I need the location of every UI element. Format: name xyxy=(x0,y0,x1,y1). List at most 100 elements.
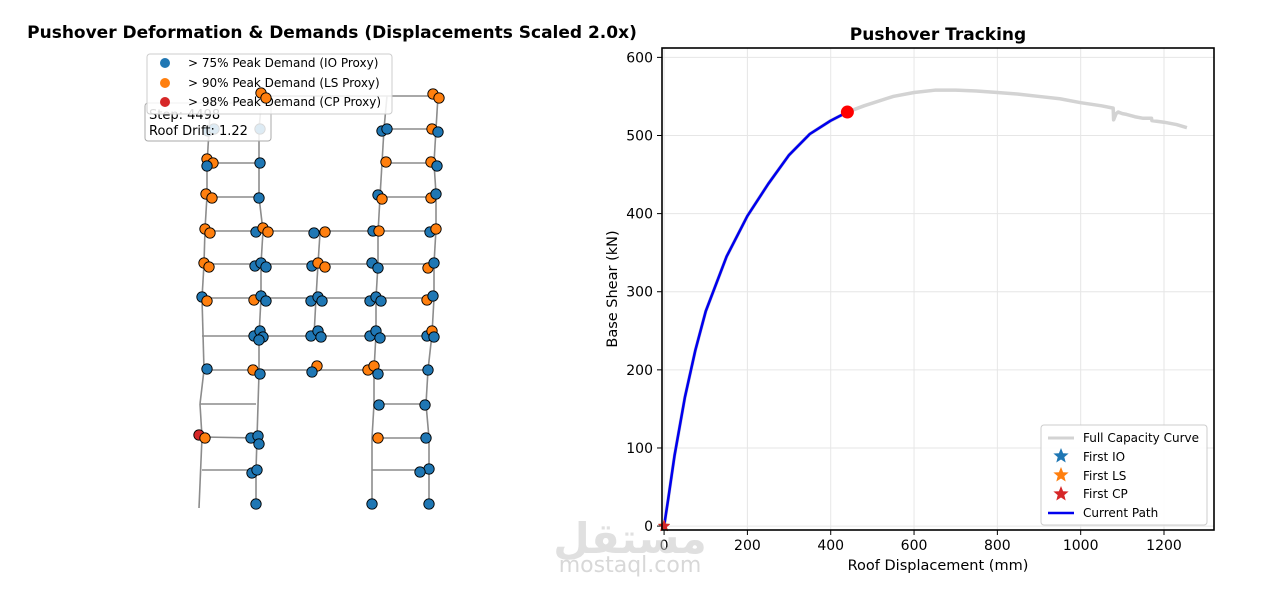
y-tick-label: 600 xyxy=(626,50,653,66)
frame-node-io xyxy=(423,498,435,510)
frame-node-ls xyxy=(260,92,272,104)
first-cp-star xyxy=(657,519,671,532)
frame-node-io xyxy=(253,438,265,450)
y-tick-label: 200 xyxy=(626,363,653,379)
deformation-legend: > 75% Peak Demand (IO Proxy) > 90% Peak … xyxy=(146,53,393,115)
grid-lines xyxy=(662,48,1214,530)
watermark: مستقل mostaql.com xyxy=(553,514,707,578)
legend-first-io-label: First IO xyxy=(1083,450,1125,464)
frame-member xyxy=(198,436,203,509)
watermark-latin: mostaql.com xyxy=(559,553,702,578)
frame-node-io xyxy=(253,192,265,204)
legend-first-cp-label: First CP xyxy=(1083,487,1128,501)
frame-nodes xyxy=(193,123,444,510)
frame-node-io xyxy=(260,295,272,307)
frame-node-io xyxy=(414,466,426,478)
frame-node-io xyxy=(422,364,434,376)
axis-ticks: 0 200 400 600 800 1000 1200 0 100 200 300 400 500 600 xyxy=(626,50,1182,554)
frame-node-io xyxy=(315,331,327,343)
legend-ls-marker xyxy=(160,78,170,88)
frame-node-io xyxy=(250,498,262,510)
frame-node-io xyxy=(372,368,384,380)
frame-node-io xyxy=(253,334,265,346)
frame-node-io xyxy=(251,464,263,476)
y-axis-label: Base Shear (kN) xyxy=(605,230,621,347)
frame-member xyxy=(425,369,429,405)
frame-node-io xyxy=(419,399,431,411)
current-path-line xyxy=(662,110,848,527)
frame-node-ls xyxy=(380,156,392,168)
frame-node-io xyxy=(428,331,440,343)
x-tick-label: 800 xyxy=(984,538,1011,554)
frame-member xyxy=(256,372,260,439)
frame-node-ls xyxy=(262,226,274,238)
x-tick-label: 200 xyxy=(734,538,761,554)
frame-node-ls xyxy=(319,226,331,238)
legend-first-io-star-shape xyxy=(1053,448,1069,463)
frame-nodes-top xyxy=(255,87,445,104)
legend-first-ls-label: First LS xyxy=(1083,469,1126,483)
pushover-legend: Full Capacity Curve First IO First LS Fi… xyxy=(1040,424,1208,526)
pushover-title: Pushover Tracking xyxy=(850,25,1026,45)
legend-io-marker xyxy=(160,58,170,68)
frame-node-io xyxy=(306,366,318,378)
frame-node-ls xyxy=(376,193,388,205)
pushover-panel: Pushover Tracking 0 200 400 600 800 1000 12000… xyxy=(605,25,1215,574)
frame-node-ls xyxy=(206,192,218,204)
frame-node-io xyxy=(381,123,393,135)
info-roof-drift: Roof Drift: 1.22 xyxy=(149,124,248,139)
frame-node-io xyxy=(260,261,272,273)
x-tick-label: 400 xyxy=(817,538,844,554)
legend-cp-label: > 98% Peak Demand (CP Proxy) xyxy=(188,95,381,109)
x-tick-label: 1200 xyxy=(1146,538,1182,554)
legend-io-label: > 75% Peak Demand (IO Proxy) xyxy=(188,56,378,70)
legend-first-ls-star-shape xyxy=(1053,467,1069,482)
y-tick-label: 400 xyxy=(626,207,653,223)
frame-node-ls xyxy=(319,261,331,273)
frame-node-io xyxy=(372,262,384,274)
y-tick-label: 0 xyxy=(644,519,653,535)
legend-ls-label: > 90% Peak Demand (LS Proxy) xyxy=(188,76,380,90)
watermark-arabic: مستقل xyxy=(553,514,707,563)
frame-node-io xyxy=(201,160,213,172)
frame-node-io xyxy=(420,432,432,444)
frame-node-io xyxy=(366,498,378,510)
y-tick-label: 300 xyxy=(626,285,653,301)
frame-node-io xyxy=(428,257,440,269)
x-tick-label: 600 xyxy=(901,538,928,554)
legend-first-cp-star-shape xyxy=(1053,486,1069,501)
frame-node-ls xyxy=(373,225,385,237)
frame-node-io xyxy=(373,399,385,411)
deformation-panel: Pushover Deformation & Demands (Displace… xyxy=(27,23,637,510)
legend-capacity-label: Full Capacity Curve xyxy=(1083,431,1199,445)
y-tick-label: 100 xyxy=(626,441,653,457)
legend-cp-marker xyxy=(160,97,170,107)
frame-node-ls xyxy=(203,261,215,273)
frame-node-io xyxy=(375,295,387,307)
x-tick-label: 1000 xyxy=(1063,538,1099,554)
frame-node-ls xyxy=(433,92,445,104)
legend-first-io-star xyxy=(1053,448,1069,463)
frame-node-io xyxy=(374,332,386,344)
legend-first-cp-star xyxy=(1053,486,1069,501)
frame-node-io xyxy=(430,188,442,200)
frame-node-ls xyxy=(199,432,211,444)
frame-node-io xyxy=(427,290,439,302)
plot-frame xyxy=(661,47,1215,531)
frame-node-io xyxy=(254,157,266,169)
frame-node-io xyxy=(254,368,266,380)
frame-node-io xyxy=(316,295,328,307)
current-point-marker xyxy=(840,105,854,119)
frame-node-io xyxy=(201,363,213,375)
frame-node-io xyxy=(432,126,444,138)
frame-member xyxy=(201,297,205,371)
frame-member xyxy=(371,403,375,439)
y-tick-label: 500 xyxy=(626,128,653,144)
frame-node-io xyxy=(308,227,320,239)
x-axis-label: Roof Displacement (mm) xyxy=(848,558,1029,574)
series-group xyxy=(657,88,1188,532)
legend-first-ls-star xyxy=(1053,467,1069,482)
x-tick-label: 0 xyxy=(660,538,669,554)
frame-node-ls xyxy=(201,295,213,307)
frame-member xyxy=(199,369,205,405)
